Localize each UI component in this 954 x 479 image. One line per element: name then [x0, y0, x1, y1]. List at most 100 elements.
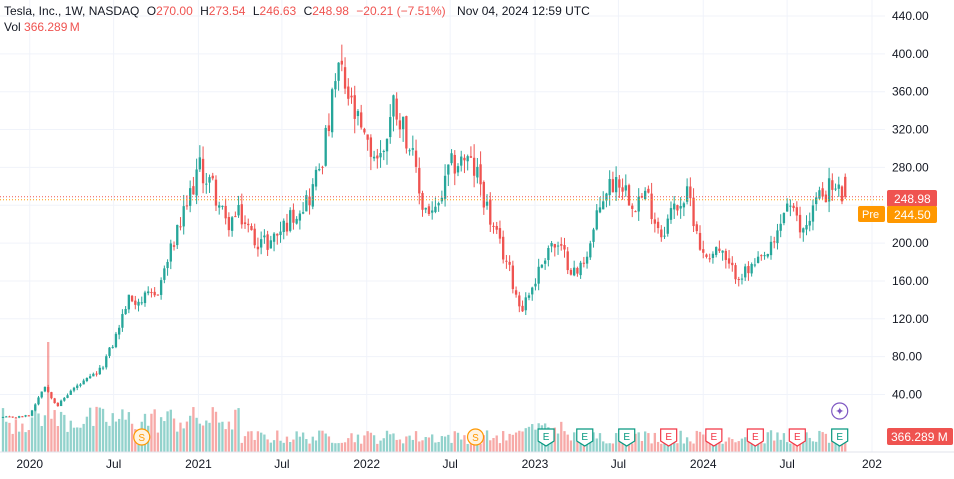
- candle-body: [756, 256, 760, 263]
- volume-bar: [695, 430, 698, 452]
- candle-body: [495, 225, 498, 230]
- candle-body: [330, 89, 334, 133]
- candle-body: [795, 207, 798, 216]
- volume-bar: [485, 430, 489, 452]
- candle-body: [37, 397, 40, 405]
- candle-body: [17, 416, 21, 418]
- volume-bar: [353, 442, 356, 452]
- time-axis-tick-label: 2022: [353, 457, 380, 471]
- volume-bar: [224, 429, 227, 452]
- volume-bar: [234, 409, 237, 452]
- candle-body: [821, 188, 824, 197]
- candle-body: [744, 266, 747, 278]
- price-lines: [0, 196, 885, 201]
- volume-bar: [408, 435, 411, 452]
- candle-body: [101, 367, 105, 369]
- volume-legend: Vol 366.289 M: [4, 19, 80, 35]
- candle-body: [734, 265, 737, 280]
- candle-body: [82, 380, 85, 385]
- high-value: 273.54: [208, 4, 246, 18]
- price-axis[interactable]: 440.00400.00360.00320.00280.00240.00200.…: [886, 0, 954, 452]
- price-tags: 248.98 Pre 244.50 366.289 M: [858, 190, 953, 445]
- volume-bar: [127, 412, 131, 452]
- candle-body: [121, 314, 124, 328]
- volume-label[interactable]: Vol: [4, 20, 21, 34]
- volume-bar: [237, 408, 240, 452]
- volume-bar: [676, 443, 679, 452]
- volume-bar: [443, 436, 447, 452]
- candle-body: [179, 226, 182, 228]
- volume-bar: [214, 411, 218, 452]
- candle-body: [824, 194, 828, 203]
- candle-body: [585, 256, 589, 264]
- volume-bar: [163, 421, 166, 452]
- candle-body: [663, 235, 666, 237]
- candle-body: [492, 225, 495, 227]
- candle-body: [156, 294, 160, 296]
- time-axis[interactable]: 2020 Jul 2021 Jul 2022 Jul 2023 Jul 2024 Jul 202: [0, 451, 954, 471]
- earnings-marker-label: E: [752, 432, 759, 443]
- candle-body: [166, 261, 169, 269]
- volume-bar: [318, 430, 321, 452]
- volume-bar: [343, 442, 347, 452]
- candle-body: [789, 205, 792, 207]
- low-label: L: [252, 4, 260, 18]
- candle-body: [656, 221, 660, 229]
- candle-body: [353, 95, 356, 119]
- volume-bar: [385, 430, 389, 452]
- volume-bar: [489, 440, 492, 452]
- volume-bar: [624, 441, 627, 452]
- volume-bar: [321, 430, 324, 452]
- pre-market-price-tag-bg: [887, 206, 937, 223]
- symbol-title[interactable]: Tesla, Inc., 1W, NASDAQ: [4, 4, 140, 18]
- volume-bar: [827, 442, 831, 452]
- volume-value: 366.289 M: [24, 20, 80, 34]
- volume-bar: [17, 431, 21, 452]
- earnings-marker-label: E: [794, 432, 801, 443]
- volume-bars: [1, 342, 847, 452]
- candle-body: [782, 212, 786, 224]
- volume-bar: [366, 431, 369, 452]
- candle-body: [747, 266, 750, 274]
- candle-body: [263, 235, 266, 238]
- volume-bar: [666, 443, 669, 452]
- volume-bar: [644, 431, 647, 452]
- candle-body: [421, 192, 424, 210]
- volume-bar: [201, 425, 205, 452]
- volume-bar: [263, 434, 266, 452]
- volume-bar: [66, 431, 69, 452]
- candle-body: [779, 223, 782, 231]
- candle-body: [498, 228, 502, 239]
- volume-bar: [305, 439, 308, 452]
- candle-body: [285, 222, 289, 232]
- volume-bar: [631, 443, 634, 452]
- volume-bar: [401, 443, 405, 452]
- candle-body: [466, 156, 469, 162]
- time-axis-tick-label: 2020: [16, 457, 43, 471]
- volume-bar: [266, 439, 269, 452]
- volume-bar: [514, 432, 518, 452]
- candle-body: [279, 231, 282, 236]
- candle-body: [337, 62, 340, 81]
- candle-body: [256, 246, 260, 250]
- candle-body: [8, 416, 11, 418]
- earnings-marker: [618, 428, 636, 447]
- candle-body: [53, 398, 56, 404]
- volume-bar: [88, 407, 92, 452]
- volume-bar: [227, 421, 231, 452]
- candle-body: [205, 183, 208, 185]
- volume-bar: [502, 431, 505, 452]
- volume-bar: [363, 435, 366, 452]
- volume-bar: [731, 439, 734, 452]
- candle-body: [582, 262, 586, 264]
- candle-body: [124, 309, 127, 315]
- candle-body: [698, 232, 702, 250]
- volume-bar: [72, 427, 76, 452]
- volume-bar: [172, 418, 176, 452]
- candle-body: [811, 205, 815, 222]
- volume-bar: [230, 429, 234, 452]
- volume-bar: [524, 428, 527, 452]
- volume-bar: [276, 430, 279, 452]
